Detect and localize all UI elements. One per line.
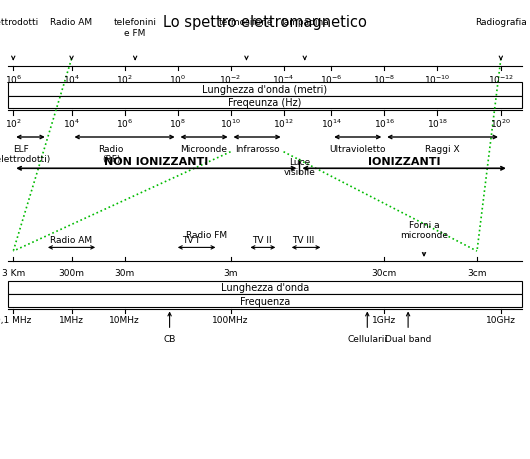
Text: Forni a
microonde: Forni a microonde (400, 220, 448, 240)
Text: 10$^{10}$: 10$^{10}$ (220, 118, 241, 130)
Text: Radio FM: Radio FM (186, 230, 227, 240)
Text: 10$^{2}$: 10$^{2}$ (5, 118, 22, 130)
Text: 10$^{-8}$: 10$^{-8}$ (373, 73, 395, 86)
Text: 10$^{4}$: 10$^{4}$ (63, 118, 80, 130)
Text: 10$^{4}$: 10$^{4}$ (63, 73, 80, 86)
Text: Lunghezza d'onda: Lunghezza d'onda (221, 283, 309, 293)
Text: Luce
visibile: Luce visibile (284, 157, 315, 177)
Text: 10$^{14}$: 10$^{14}$ (321, 118, 342, 130)
Text: Radio AM: Radio AM (50, 18, 93, 28)
Text: 0,1 MHz: 0,1 MHz (0, 316, 31, 325)
Text: 10$^{-2}$: 10$^{-2}$ (219, 73, 242, 86)
Text: Dual band: Dual band (385, 334, 431, 343)
Text: Cellularii: Cellularii (347, 334, 387, 343)
Bar (8, 281, 522, 295)
Text: TV II: TV II (252, 235, 272, 244)
Text: 10GHz: 10GHz (486, 316, 516, 325)
Text: Lo spettro elettromagnetico: Lo spettro elettromagnetico (163, 15, 367, 30)
Text: 10$^{6}$: 10$^{6}$ (116, 118, 133, 130)
Bar (8, 96, 522, 109)
Text: 10$^{-10}$: 10$^{-10}$ (424, 73, 450, 86)
Text: 10$^{-12}$: 10$^{-12}$ (488, 73, 514, 86)
Text: Freqeunza (Hz): Freqeunza (Hz) (228, 98, 302, 108)
Bar (8, 83, 522, 96)
Text: Radio AM: Radio AM (50, 235, 93, 244)
Text: 3cm: 3cm (467, 269, 487, 278)
Text: ELF
(elettrodotti): ELF (elettrodotti) (0, 145, 50, 164)
Text: 10$^{8}$: 10$^{8}$ (169, 118, 186, 130)
Text: 30cm: 30cm (372, 269, 397, 278)
Text: TV III: TV III (292, 235, 314, 244)
Text: Ultravioletto: Ultravioletto (330, 145, 386, 154)
Bar (8, 295, 522, 308)
Text: Raggi X: Raggi X (425, 145, 460, 154)
Text: Lunghezza d'onda (metri): Lunghezza d'onda (metri) (202, 84, 328, 95)
Text: 100MHz: 100MHz (213, 316, 249, 325)
Text: 1MHz: 1MHz (59, 316, 84, 325)
Text: IONIZZANTI: IONIZZANTI (368, 156, 440, 166)
Text: 10$^{12}$: 10$^{12}$ (273, 118, 294, 130)
Text: NON IONIZZANTI: NON IONIZZANTI (104, 156, 208, 166)
Text: 10$^{6}$: 10$^{6}$ (5, 73, 22, 86)
Text: 3m: 3m (223, 269, 238, 278)
Text: Infrarosso: Infrarosso (235, 145, 279, 154)
Text: lampadina: lampadina (281, 18, 329, 28)
Text: 30m: 30m (114, 269, 135, 278)
Text: 10$^{-6}$: 10$^{-6}$ (320, 73, 342, 86)
Text: termosifone: termosifone (219, 18, 273, 28)
Text: Radio
(RF): Radio (RF) (99, 145, 124, 164)
Text: CB: CB (163, 334, 176, 343)
Text: 10$^{-4}$: 10$^{-4}$ (272, 73, 295, 86)
Text: 10$^{20}$: 10$^{20}$ (490, 118, 511, 130)
Text: Microonde: Microonde (181, 145, 227, 154)
Text: 10$^{2}$: 10$^{2}$ (116, 73, 133, 86)
Text: 10$^{0}$: 10$^{0}$ (169, 73, 186, 86)
Text: 300m: 300m (58, 269, 85, 278)
Text: elettrodotti: elettrodotti (0, 18, 39, 28)
Text: Frequenza: Frequenza (240, 296, 290, 306)
Text: 3 Km: 3 Km (2, 269, 25, 278)
Text: Radiografia: Radiografia (475, 18, 527, 28)
Text: telefonini
e FM: telefonini e FM (113, 18, 157, 38)
Text: 10MHz: 10MHz (109, 316, 140, 325)
Text: TV I: TV I (182, 235, 199, 244)
Text: 10$^{18}$: 10$^{18}$ (427, 118, 448, 130)
Text: 10$^{16}$: 10$^{16}$ (374, 118, 395, 130)
Text: 1GHz: 1GHz (372, 316, 396, 325)
